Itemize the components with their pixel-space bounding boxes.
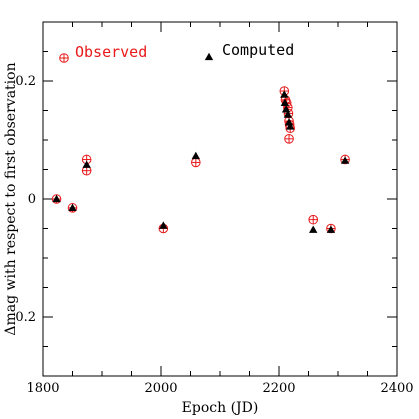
axis-ticks <box>42 21 398 377</box>
computed-point <box>159 221 168 229</box>
computed-point <box>283 110 293 118</box>
legend-computed-symbol <box>204 52 214 61</box>
computed-point <box>284 118 294 126</box>
computed-point <box>52 194 61 203</box>
data-marks <box>51 86 350 234</box>
plot-frame <box>42 21 398 377</box>
computed-point <box>309 225 318 233</box>
computed-point <box>280 98 290 106</box>
tick-labels: 1800 2000 2200 2400 0.2 0 0.2 <box>15 74 413 396</box>
x-tick-label: 1800 <box>26 381 59 396</box>
y-axis-title: Δmag with respect to first observation <box>3 62 19 335</box>
legend-computed-label: Computed <box>222 41 294 59</box>
computed-point <box>281 105 291 113</box>
legend-computed-marker <box>204 52 214 61</box>
legend: Observed Computed <box>59 41 294 63</box>
computed-point <box>286 122 295 130</box>
computed-point <box>340 156 350 164</box>
legend-observed-symbol <box>59 53 69 63</box>
observed-point <box>284 134 294 144</box>
computed-point <box>191 151 201 160</box>
computed-point <box>82 160 91 168</box>
y-tick-label: 0.2 <box>15 74 36 89</box>
computed-point <box>68 203 77 211</box>
x-tick-label: 2200 <box>262 381 295 396</box>
x-tick-label: 2000 <box>144 381 177 396</box>
x-tick-label: 2400 <box>380 381 413 396</box>
y-tick-label: 0.2 <box>15 310 36 325</box>
y-tick-label: 0 <box>28 192 36 207</box>
legend-observed-marker <box>59 53 69 63</box>
observed-point <box>191 157 201 168</box>
computed-point <box>326 225 336 233</box>
observed-point <box>308 214 319 225</box>
x-axis-title: Epoch (JD) <box>182 400 259 416</box>
legend-observed-label: Observed <box>75 43 147 61</box>
computed-point <box>280 90 289 98</box>
